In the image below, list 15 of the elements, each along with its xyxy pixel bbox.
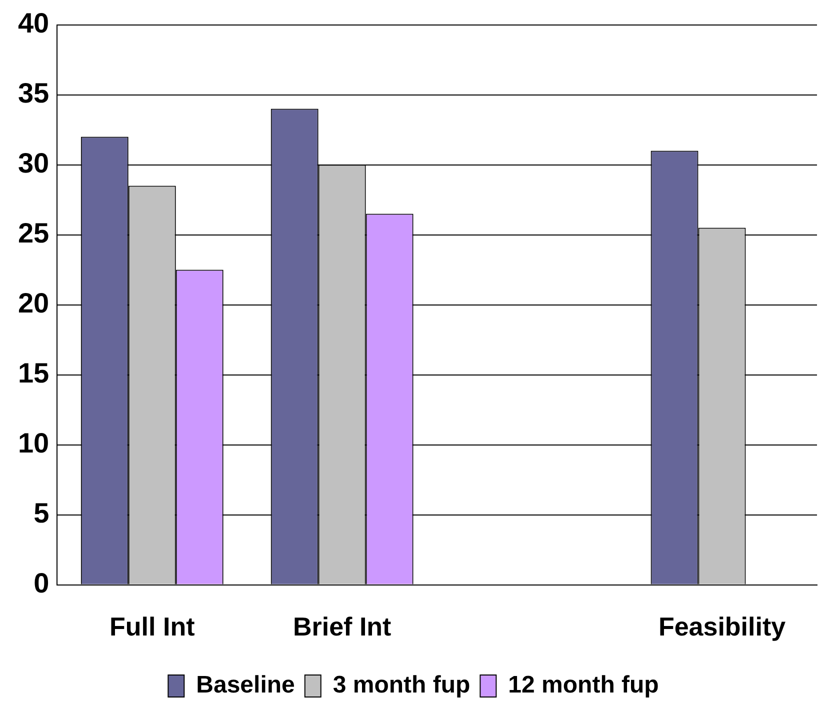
y-tick-label: 40 [18, 8, 50, 39]
legend-label: 12 month fup [508, 672, 659, 699]
y-tick-label: 30 [18, 148, 50, 179]
x-tick-label: Brief Int [292, 612, 392, 642]
y-tick-label: 35 [18, 78, 50, 109]
y-tick-label: 5 [34, 498, 50, 529]
y-tick-label: 10 [18, 428, 50, 459]
y-tick-label: 0 [34, 568, 50, 599]
y-tick-label: 15 [18, 358, 50, 389]
y-tick-label: 20 [18, 288, 50, 319]
x-tick-label: Full Int [110, 612, 196, 642]
x-tick-label: Feasibility [658, 612, 786, 642]
legend-label: Baseline [196, 672, 295, 699]
y-tick-label: 25 [18, 218, 50, 249]
legend-label: 3 month fup [332, 672, 470, 699]
